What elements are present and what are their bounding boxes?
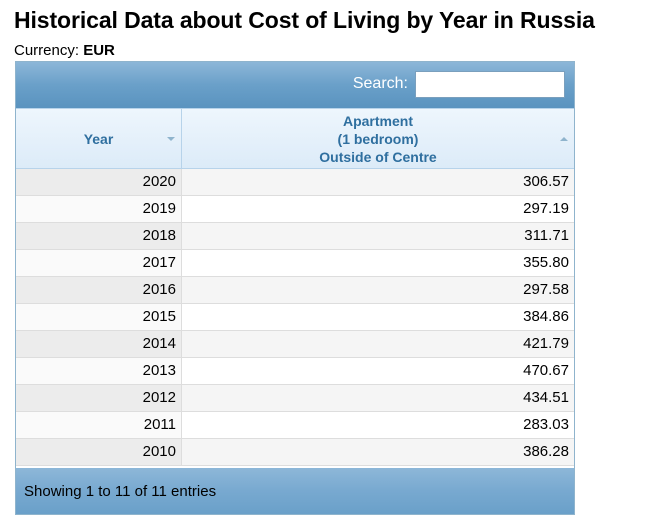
price-cell: 434.51 — [523, 389, 569, 406]
year-cell: 2018 — [16, 223, 182, 249]
price-cell: 311.71 — [524, 227, 569, 244]
price-cell: 470.67 — [523, 362, 569, 379]
year-cell: 2010 — [16, 439, 182, 465]
table-row: 2019 297.19 — [16, 196, 574, 223]
column-header-apartment[interactable]: Apartment (1 bedroom) Outside of Centre — [182, 109, 574, 168]
price-cell: 386.28 — [523, 443, 569, 460]
page-title: Historical Data about Cost of Living by … — [14, 7, 595, 33]
table-row: 2012 434.51 — [16, 385, 574, 412]
year-cell: 2019 — [16, 196, 182, 222]
price-cell: 283.03 — [523, 416, 569, 433]
column-header-apartment-line-3: Outside of Centre — [319, 148, 437, 165]
year-cell: 2016 — [16, 277, 182, 303]
price-cell: 355.80 — [523, 254, 569, 271]
sort-up-icon — [560, 136, 568, 141]
table-info-footer: Showing 1 to 11 of 11 entries — [16, 468, 574, 514]
year-cell: 2011 — [16, 412, 182, 438]
table-body: 2020 306.57 2019 297.19 2018 311.71 2017 355… — [16, 169, 574, 466]
table-row: 2013 470.67 — [16, 358, 574, 385]
column-header-apartment-line-1: Apartment — [342, 112, 413, 129]
year-cell: 2017 — [16, 250, 182, 276]
sort-down-icon — [167, 136, 175, 141]
table-row: 2018 311.71 — [16, 223, 574, 250]
table-row: 2020 306.57 — [16, 169, 574, 196]
data-table: Search: Year Apartment (1 bedroom) Outsi… — [15, 61, 575, 515]
table-row: 2014 421.79 — [16, 331, 574, 358]
table-header: Year Apartment (1 bedroom) Outside of Ce… — [16, 108, 574, 169]
column-header-year-label: Year — [83, 130, 114, 147]
table-row: 2015 384.86 — [16, 304, 574, 331]
search-label: Search: — [352, 75, 408, 92]
year-cell: 2013 — [16, 358, 182, 384]
year-cell: 2020 — [16, 169, 182, 195]
currency-line: Currency: EUR — [14, 42, 115, 59]
price-cell: 421.79 — [523, 335, 569, 352]
price-cell: 297.58 — [523, 281, 569, 298]
search-input[interactable] — [415, 71, 565, 98]
currency-value: EUR — [83, 42, 115, 59]
price-cell: 297.19 — [523, 200, 569, 217]
column-header-year[interactable]: Year — [16, 109, 182, 168]
table-row: 2011 283.03 — [16, 412, 574, 439]
table-toolbar: Search: — [16, 62, 574, 108]
table-row: 2010 386.28 — [16, 439, 574, 466]
entries-info: Showing 1 to 11 of 11 entries — [24, 482, 217, 500]
price-cell: 384.86 — [523, 308, 569, 325]
column-header-apartment-line-2: (1 bedroom) — [337, 130, 419, 147]
currency-label: Currency: — [14, 42, 80, 59]
year-cell: 2014 — [16, 331, 182, 357]
table-row: 2017 355.80 — [16, 250, 574, 277]
table-row: 2016 297.58 — [16, 277, 574, 304]
year-cell: 2012 — [16, 385, 182, 411]
price-cell: 306.57 — [523, 173, 569, 190]
year-cell: 2015 — [16, 304, 182, 330]
